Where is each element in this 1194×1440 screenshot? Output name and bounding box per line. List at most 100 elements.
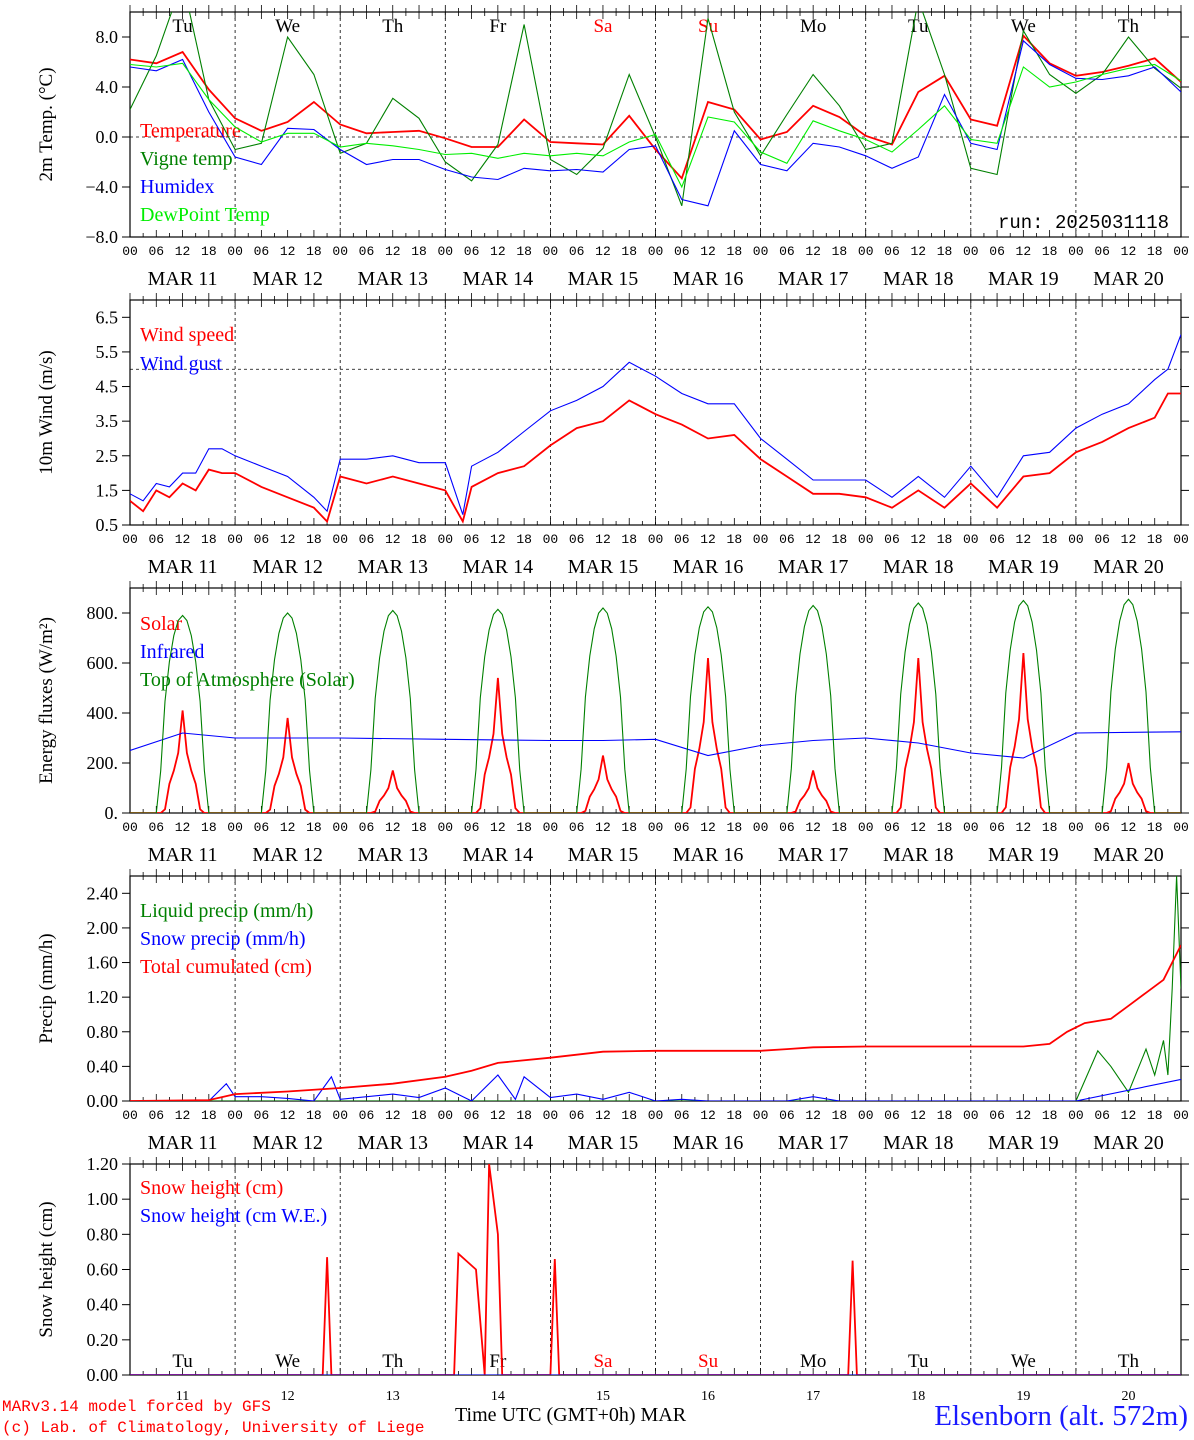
x-tick-label: 00: [1173, 820, 1189, 835]
series-line-dewpoint-temp: [130, 62, 1181, 189]
x-tick-label: 18: [832, 820, 848, 835]
x-tick-label: 00: [1173, 532, 1189, 547]
x-tick-label: 12: [1016, 532, 1032, 547]
panel-2: 6.5 5.5 4.5 3.5 2.5 1.5 0.5 10m Wind (m/s) 00 06 1…: [36, 293, 1189, 578]
credit-line-2: (c) Lab. of Climatology, University of L…: [2, 1419, 425, 1437]
series-line-wind-speed: [130, 392, 1181, 524]
x-tick-label: 12: [805, 1108, 821, 1123]
x-tick-label: 12: [805, 820, 821, 835]
x-tick-label: 18: [411, 1108, 427, 1123]
date-label: MAR 14: [463, 268, 534, 290]
x-tick-label: 06: [1094, 1108, 1110, 1123]
series-line-humidex: [130, 39, 1181, 207]
day-number: 14: [491, 1389, 505, 1404]
day-number: 12: [281, 1389, 295, 1404]
x-tick-label: 12: [910, 820, 926, 835]
y-tick-label: −4.0: [85, 177, 118, 197]
legend-entry: Liquid precip (mm/h): [140, 900, 313, 922]
x-tick-label: 12: [910, 1108, 926, 1123]
y-tick-label: 0.40: [87, 1056, 119, 1076]
y-tick-label: 0.80: [87, 1022, 119, 1042]
x-tick-label: 06: [989, 532, 1005, 547]
weekday-label: Su: [698, 16, 719, 37]
date-label: MAR 13: [357, 1132, 428, 1154]
date-label: MAR 12: [252, 556, 323, 578]
date-label: MAR 16: [673, 1132, 744, 1154]
x-tick-label: 12: [490, 244, 506, 259]
x-tick-label: 00: [648, 244, 664, 259]
y-tick-label: 3.5: [96, 411, 119, 431]
x-tick-label: 00: [122, 1108, 138, 1123]
legend-entry: Total cumulated (cm): [140, 956, 312, 978]
x-tick-label: 18: [516, 244, 532, 259]
day-number: 20: [1121, 1389, 1135, 1404]
x-tick-label: 18: [832, 532, 848, 547]
date-label: MAR 18: [883, 1132, 954, 1154]
date-label: MAR 15: [568, 844, 639, 866]
x-tick-label: 00: [227, 820, 243, 835]
legend-entry: Solar: [140, 613, 183, 635]
x-tick-label: 18: [621, 1108, 637, 1123]
x-tick-label: 00: [858, 244, 874, 259]
x-tick-label: 00: [543, 532, 559, 547]
series-line-wind-gust: [130, 334, 1181, 515]
weekday-label: Tu: [908, 16, 929, 37]
x-tick-label: 06: [989, 1108, 1005, 1123]
x-tick-label: 06: [989, 244, 1005, 259]
x-tick-label: 00: [122, 532, 138, 547]
x-tick-label: 06: [359, 532, 375, 547]
weekday-label: Th: [382, 1351, 404, 1372]
date-label: MAR 16: [673, 268, 744, 290]
date-label: MAR 19: [988, 268, 1059, 290]
x-tick-label: 00: [227, 532, 243, 547]
x-tick-label: 18: [832, 244, 848, 259]
y-tick-label: 1.60: [87, 953, 119, 973]
x-tick-label: 18: [621, 244, 637, 259]
x-tick-label: 00: [227, 1108, 243, 1123]
x-tick-label: 18: [727, 532, 743, 547]
day-number: 16: [701, 1389, 715, 1404]
x-tick-label: 18: [201, 532, 217, 547]
weekday-label: Fr: [489, 16, 507, 37]
plot-frame: [129, 299, 1182, 526]
x-tick-label: 06: [674, 532, 690, 547]
x-tick-label: 12: [805, 532, 821, 547]
x-tick-label: 06: [148, 820, 164, 835]
legend-entry: Snow precip (mm/h): [140, 928, 306, 950]
x-tick-label: 18: [516, 820, 532, 835]
x-tick-label: 18: [306, 1108, 322, 1123]
x-tick-label: 12: [280, 1108, 296, 1123]
legend-entry: Wind speed: [140, 324, 234, 346]
day-number: 15: [596, 1389, 610, 1404]
series-line-infrared: [130, 731, 1181, 759]
x-tick-label: 12: [1121, 532, 1137, 547]
x-tick-label: 12: [1121, 244, 1137, 259]
series-line-vigne-temp: [130, 12, 1181, 206]
x-tick-label: 18: [411, 244, 427, 259]
y-axis-label: 10m Wind (m/s): [36, 350, 57, 475]
date-label: MAR 12: [252, 268, 323, 290]
x-tick-label: 12: [280, 244, 296, 259]
x-tick-label: 18: [516, 1108, 532, 1123]
x-tick-label: 12: [280, 820, 296, 835]
x-tick-label: 12: [175, 244, 191, 259]
x-tick-label: 12: [700, 1108, 716, 1123]
x-tick-label: 00: [1068, 244, 1084, 259]
y-axis-label: Energy fluxes (W/m²): [36, 617, 57, 784]
date-label: MAR 16: [673, 844, 744, 866]
date-label: MAR 11: [148, 844, 218, 866]
weekday-label: Th: [382, 16, 404, 37]
x-tick-label: 12: [910, 532, 926, 547]
y-tick-label: 0.5: [96, 515, 119, 535]
y-tick-label: 2.00: [87, 918, 119, 938]
y-tick-label: 0.00: [87, 1091, 119, 1111]
x-tick-label: 12: [385, 244, 401, 259]
date-label: MAR 16: [673, 556, 744, 578]
x-tick-label: 00: [648, 820, 664, 835]
x-tick-label: 18: [1147, 1108, 1163, 1123]
y-tick-label: 0.00: [87, 1365, 119, 1385]
x-tick-label: 06: [464, 532, 480, 547]
x-tick-label: 06: [884, 1108, 900, 1123]
x-tick-label: 12: [595, 1108, 611, 1123]
x-tick-label: 06: [674, 1108, 690, 1123]
